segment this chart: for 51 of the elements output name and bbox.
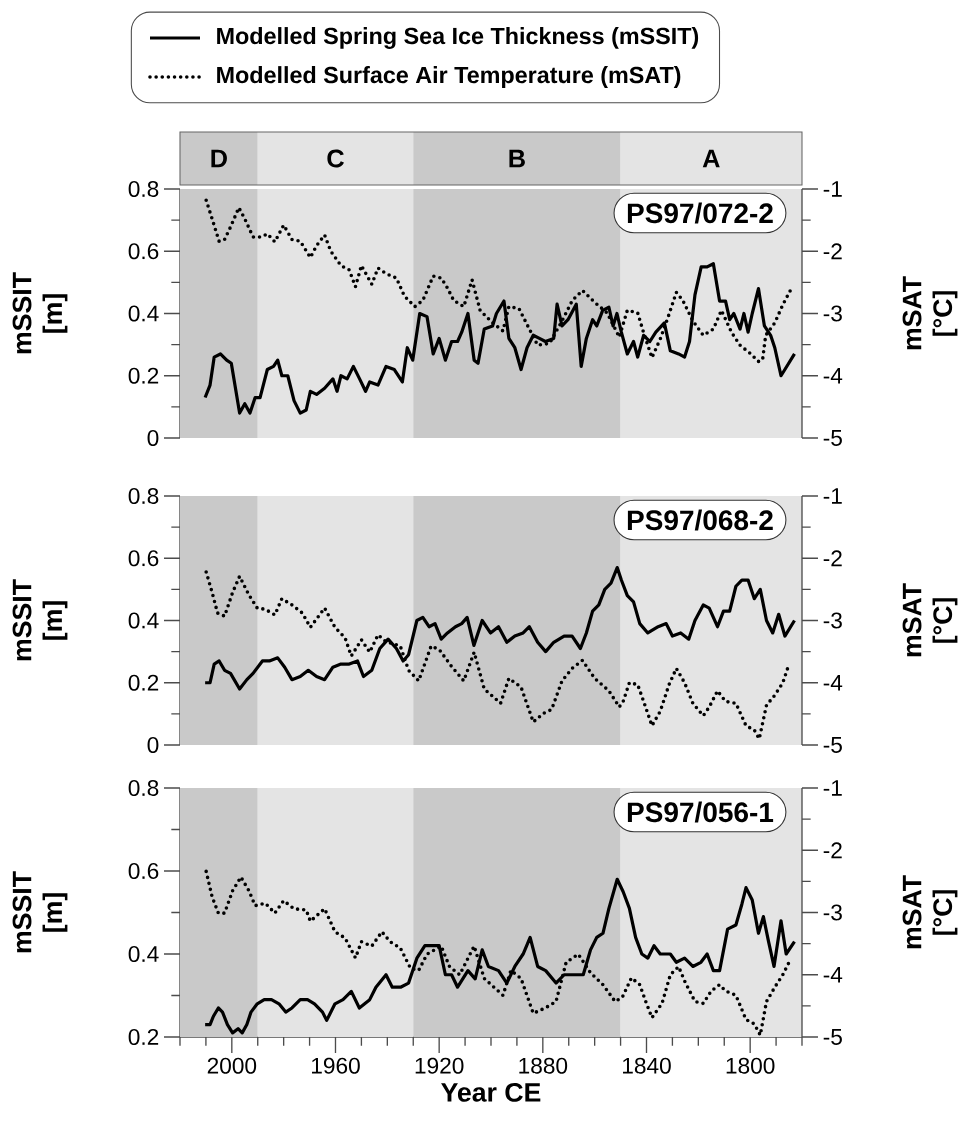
legend-label: Modelled Surface Air Temperature (mSAT) bbox=[217, 66, 681, 88]
x-tick-label: 1840 bbox=[623, 1057, 671, 1074]
y-tick-label: 0.8 bbox=[128, 779, 159, 797]
band-label: B bbox=[509, 149, 525, 168]
y2-tick-label: -3 bbox=[823, 904, 842, 921]
y2-tick-label: -2 bbox=[823, 243, 842, 260]
y-tick-label: 0.8 bbox=[128, 487, 159, 505]
y2-axis-title: mSAT [°C] bbox=[902, 583, 958, 657]
y-tick-label: 0.6 bbox=[128, 550, 159, 567]
y2-tick-label: -1 bbox=[823, 780, 842, 796]
band-label: D bbox=[211, 149, 227, 168]
y-tick-label: 0.2 bbox=[128, 367, 159, 384]
band-label: C bbox=[327, 149, 344, 168]
annotation: PS97/072-2 bbox=[627, 202, 773, 224]
x-tick-label: 2000 bbox=[207, 1057, 257, 1074]
x-tick-label: 1800 bbox=[726, 1057, 775, 1074]
y2-tick-label: -1 bbox=[823, 181, 842, 197]
annotation: PS97/068-2 bbox=[627, 509, 773, 531]
y2-tick-label: -5 bbox=[823, 737, 842, 753]
y2-axis-title: mSAT [°C] bbox=[902, 276, 958, 350]
y2-tick-label: -3 bbox=[823, 305, 842, 322]
y2-axis-title: mSAT [°C] bbox=[902, 875, 958, 949]
y-tick-label: 0.2 bbox=[128, 674, 159, 691]
y2-tick-label: -2 bbox=[823, 842, 842, 859]
y2-tick-label: -4 bbox=[823, 367, 843, 384]
y2-tick-label: -5 bbox=[823, 1029, 842, 1045]
x-tick-label: 1880 bbox=[519, 1057, 568, 1074]
y2-tick-label: -5 bbox=[823, 430, 842, 446]
y-tick-label: 0.4 bbox=[128, 305, 159, 322]
y2-tick-label: -2 bbox=[823, 550, 842, 567]
x-tick-label: 1960 bbox=[312, 1057, 360, 1074]
y-tick-label: 0.4 bbox=[128, 612, 159, 629]
y2-tick-label: -1 bbox=[823, 488, 842, 504]
y-tick-label: 0.6 bbox=[128, 243, 159, 260]
y-tick-label: 0 bbox=[147, 429, 159, 447]
y-axis-title: mSSIT [m] bbox=[12, 272, 68, 354]
y-tick-label: 0.6 bbox=[128, 862, 159, 880]
y-tick-label: 0 bbox=[147, 736, 159, 754]
y2-tick-label: -4 bbox=[823, 966, 843, 983]
y2-tick-label: -4 bbox=[823, 674, 843, 691]
y-tick-label: 0.4 bbox=[128, 945, 159, 963]
y-tick-label: 0.8 bbox=[128, 180, 159, 198]
annotation: PS97/056-1 bbox=[627, 801, 774, 823]
y-tick-label: 0.2 bbox=[128, 1028, 159, 1046]
y2-tick-label: -3 bbox=[823, 612, 842, 629]
legend-label: Modelled Spring Sea Ice Thickness (mSSIT) bbox=[217, 27, 699, 49]
y-axis-title: mSSIT [m] bbox=[12, 579, 68, 661]
x-tick-label: 1920 bbox=[415, 1057, 464, 1074]
x-axis-title: Year CE bbox=[441, 1082, 541, 1102]
band-label: A bbox=[702, 149, 720, 168]
y-axis-title: mSSIT [m] bbox=[12, 871, 68, 953]
